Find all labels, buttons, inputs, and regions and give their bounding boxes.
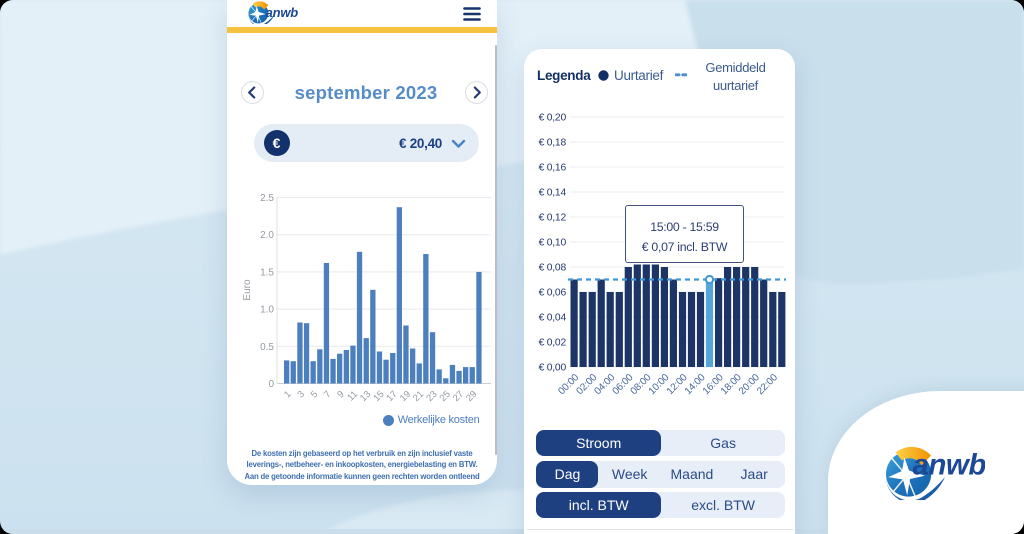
svg-text:0: 0 — [268, 379, 274, 390]
svg-text:€ 0,10: € 0,10 — [539, 238, 567, 249]
svg-text:22:00: 22:00 — [755, 372, 780, 397]
svg-text:€ 0,18: € 0,18 — [539, 138, 567, 149]
svg-text:1.0: 1.0 — [260, 305, 274, 316]
svg-text:0.5: 0.5 — [260, 342, 274, 353]
svg-text:1: 1 — [282, 389, 294, 401]
svg-text:€ 0,16: € 0,16 — [539, 163, 567, 174]
svg-text:€ 0,06: € 0,06 — [539, 288, 567, 299]
svg-text:1.5: 1.5 — [260, 267, 274, 278]
svg-text:3: 3 — [295, 389, 307, 401]
svg-text:€ 0,14: € 0,14 — [539, 188, 567, 199]
svg-text:€ 0,02: € 0,02 — [539, 338, 567, 349]
svg-text:2.0: 2.0 — [260, 230, 274, 241]
svg-text:anwb: anwb — [913, 448, 986, 481]
svg-text:Euro: Euro — [242, 279, 253, 301]
svg-text:€ 0,00: € 0,00 — [539, 363, 567, 374]
svg-text:€ 0,04: € 0,04 — [539, 313, 567, 324]
svg-text:29: 29 — [464, 389, 479, 404]
svg-text:€ 0,12: € 0,12 — [539, 213, 567, 224]
svg-text:2.5: 2.5 — [260, 193, 274, 204]
svg-text:€ 0,20: € 0,20 — [539, 113, 567, 124]
svg-text:9: 9 — [335, 389, 347, 401]
svg-text:€ 0,08: € 0,08 — [539, 263, 567, 274]
svg-text:5: 5 — [309, 389, 321, 401]
svg-text:anwb: anwb — [265, 4, 298, 19]
svg-text:7: 7 — [322, 389, 334, 401]
